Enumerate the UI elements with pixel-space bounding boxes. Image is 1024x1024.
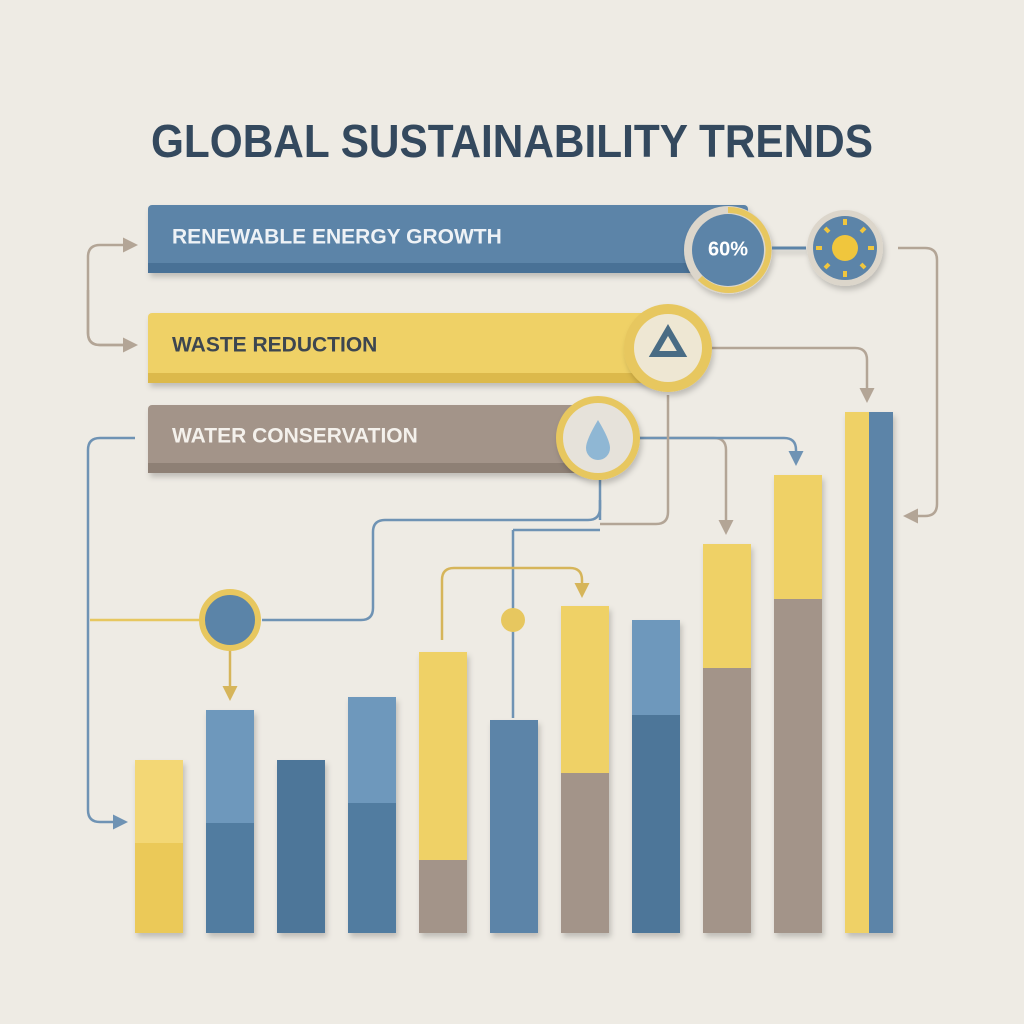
sun-icon <box>772 210 883 286</box>
banner-label: RENEWABLE ENERGY GROWTH <box>172 226 502 249</box>
banner-water <box>148 405 598 473</box>
banner-label: WASTE REDUCTION <box>172 334 377 357</box>
drop-icon <box>556 396 640 480</box>
recycle-icon <box>624 304 712 392</box>
bars <box>135 412 893 933</box>
banner-waste <box>148 313 668 383</box>
badge-value: 60% <box>708 238 748 260</box>
banner-label: WATER CONSERVATION <box>172 425 418 448</box>
connectors <box>86 237 939 830</box>
banner-renewable <box>148 205 748 273</box>
badge <box>684 206 772 294</box>
title: GLOBAL SUSTAINABILITY TRENDS <box>151 115 873 167</box>
